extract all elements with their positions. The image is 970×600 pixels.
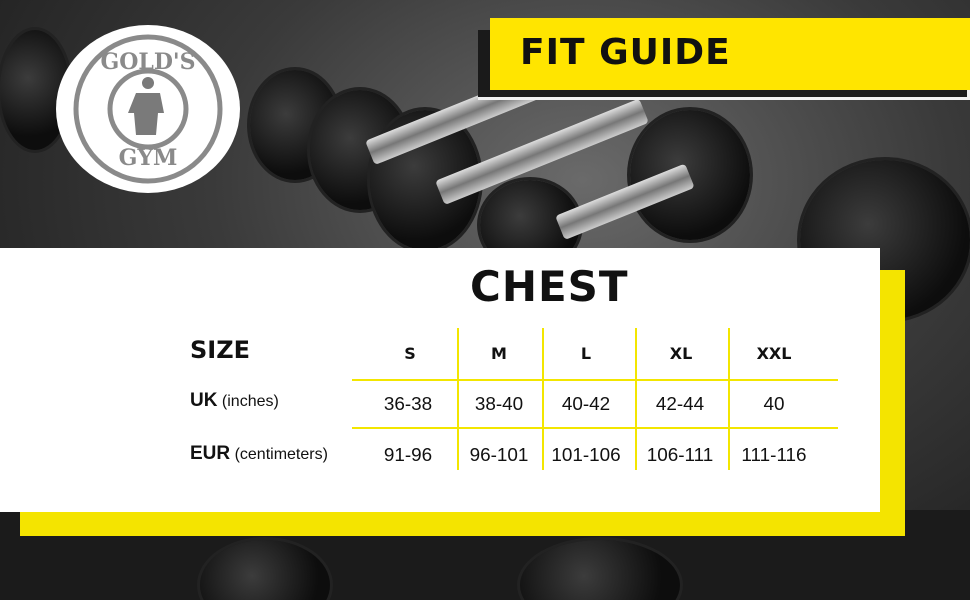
row-label-uk-name: UK xyxy=(190,390,218,411)
row-label-uk-unit: (inches) xyxy=(221,393,279,410)
table-cell: 36-38 xyxy=(383,394,433,414)
table-cell: 101-106 xyxy=(551,445,621,465)
table-cell: 40-42 xyxy=(561,394,611,414)
column-header-m: M xyxy=(491,344,507,363)
table-cell: 106-111 xyxy=(646,445,714,465)
svg-text:GYM: GYM xyxy=(119,145,178,171)
column-divider xyxy=(635,328,637,470)
size-header: SIZE xyxy=(190,336,251,364)
column-divider xyxy=(728,328,730,470)
table-cell: 42-44 xyxy=(655,394,705,414)
column-divider xyxy=(457,328,459,470)
column-divider xyxy=(542,328,544,470)
row-label-uk: UK (inches) xyxy=(190,390,279,412)
row-label-eur: EUR (centimeters) xyxy=(190,443,328,465)
row-label-eur-unit: (centimeters) xyxy=(234,446,328,463)
title-banner: FIT GUIDE xyxy=(490,18,970,90)
table-cell: 40 xyxy=(763,394,785,414)
column-header-xl: XL xyxy=(669,344,693,363)
column-header-xxl: XXL xyxy=(756,344,792,363)
row-label-eur-name: EUR xyxy=(190,443,231,464)
table-cell: 96-101 xyxy=(469,445,529,465)
size-chart-panel: CHEST SIZE S M L XL XXL UK (inches) 36-3… xyxy=(0,248,880,512)
row-divider xyxy=(352,379,838,381)
table-cell: 111-116 xyxy=(741,445,807,465)
svg-text:GOLD'S: GOLD'S xyxy=(100,49,195,75)
table-cell: 91-96 xyxy=(383,445,433,465)
page-title: FIT GUIDE xyxy=(520,32,731,73)
column-header-s: S xyxy=(404,344,416,363)
chart-title: CHEST xyxy=(470,262,629,311)
golds-gym-logo: GOLD'S GYM xyxy=(56,25,240,193)
row-divider xyxy=(352,427,838,429)
table-cell: 38-40 xyxy=(474,394,524,414)
column-header-l: L xyxy=(580,344,592,363)
